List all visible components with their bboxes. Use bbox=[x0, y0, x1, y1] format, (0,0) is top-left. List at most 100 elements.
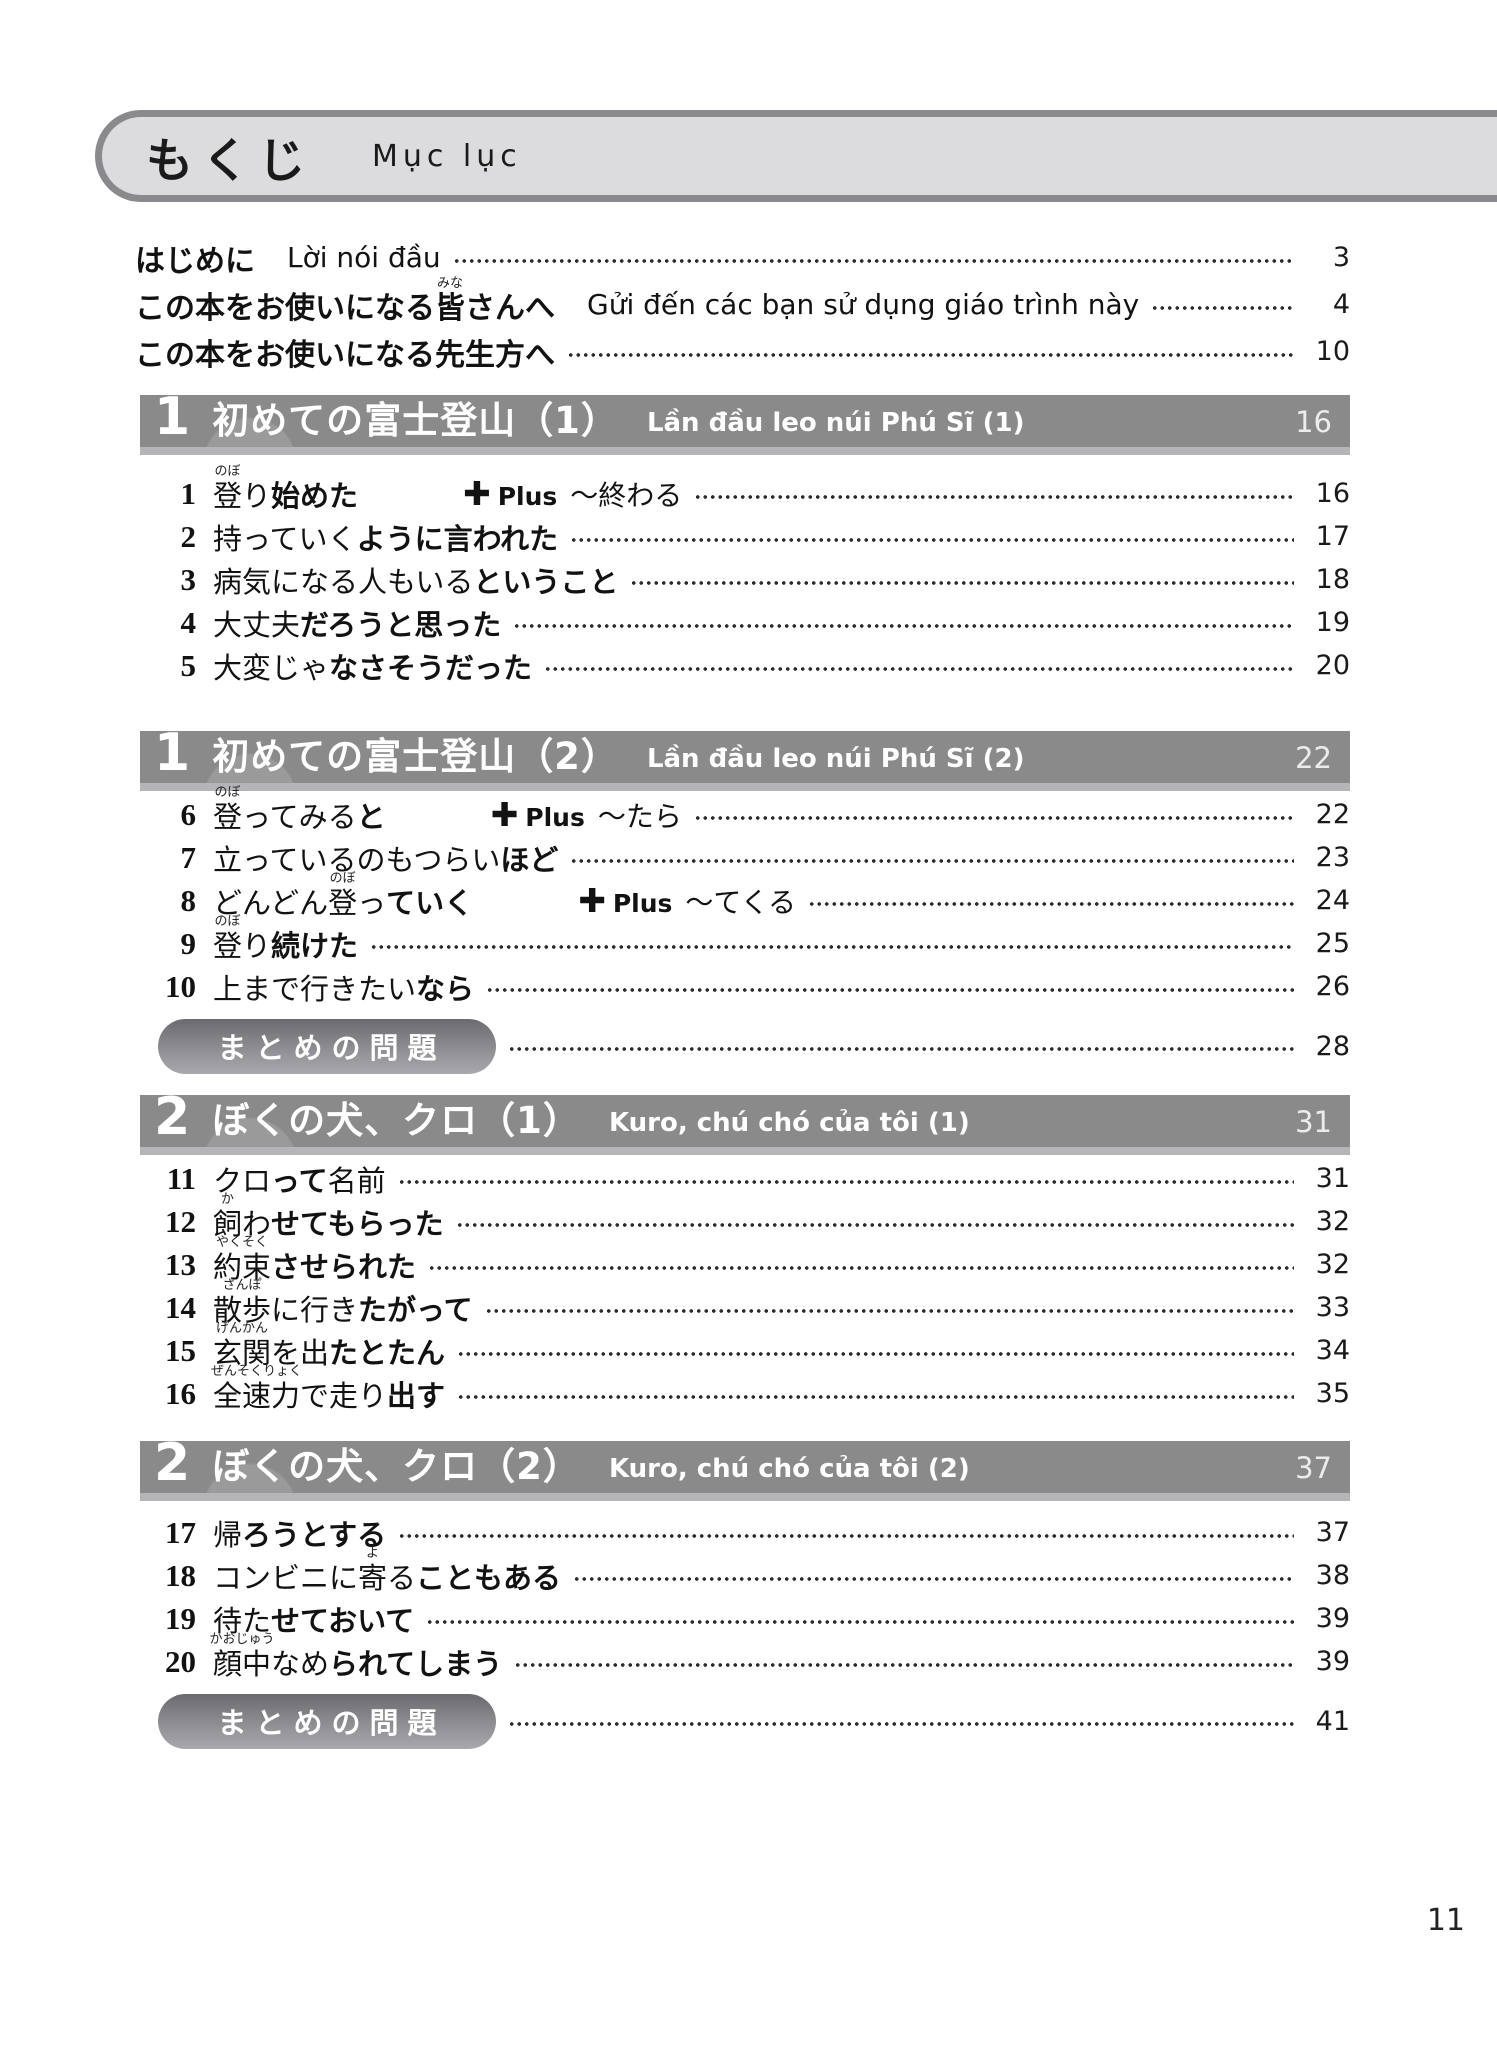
lesson-number: 4 bbox=[180, 604, 197, 640]
text-run: 飼か bbox=[213, 1191, 243, 1241]
furigana: やくそく bbox=[215, 1234, 269, 1250]
lesson-list: 1 登のぼ り始めた ✚ Plus ～終わる 16 2 持っていくように言われた 17 3 病気になる… bbox=[150, 465, 1351, 687]
text-run: に行き bbox=[271, 1292, 359, 1327]
dotted-leader bbox=[508, 1720, 1294, 1728]
dotted-leader bbox=[398, 1531, 1294, 1540]
unit-sections: 1 初はじ めての富ふ士じ登と山ざん （1） Lần đầu leo núi Phú S… bbox=[0, 381, 1497, 1750]
grammar-highlight-text: ということ bbox=[473, 564, 619, 599]
lesson-title: 登のぼ り始めた bbox=[213, 465, 359, 515]
lesson-number: 3 bbox=[180, 561, 197, 597]
lesson-number: 6 bbox=[180, 796, 197, 832]
dotted-leader bbox=[508, 1045, 1294, 1053]
lesson-title: 全速力 ぜんそくりょく で走り出す bbox=[211, 1365, 446, 1415]
page-ref: 19 bbox=[1315, 607, 1350, 638]
furigana: と bbox=[452, 717, 467, 733]
text-run: る bbox=[387, 1560, 417, 1595]
text-run: わ bbox=[242, 1206, 272, 1241]
page-ref: 16 bbox=[1315, 478, 1350, 509]
furigana: ざん bbox=[483, 381, 512, 397]
lesson-number: 7 bbox=[180, 839, 197, 875]
furigana: のぼ bbox=[214, 463, 241, 479]
page-header-bar: もくじ Mục lục bbox=[95, 110, 1497, 202]
furigana: じ bbox=[414, 717, 429, 733]
page-ref: 18 bbox=[1315, 564, 1350, 595]
lesson-row: 12 飼かわせてもらった 32 bbox=[150, 1191, 1350, 1243]
lesson-title: 登のぼ ってみると bbox=[213, 784, 386, 836]
dotted-leader bbox=[570, 535, 1294, 544]
furigana: のぼ bbox=[329, 870, 356, 886]
plus-grammar: ✚ Plus ～てくる bbox=[578, 881, 796, 921]
front-matter-row: この本をお使いになる皆 みな さんへ Gửi đến các bạn sử dụng … bbox=[135, 277, 1350, 328]
text-run: めての bbox=[250, 399, 365, 442]
lesson-list: 6 登のぼ ってみると ✚ Plus ～たら 22 7 立っているのもつらいほど 23 8 どんどん登… bbox=[150, 784, 1351, 1075]
furigana: ふ bbox=[376, 381, 391, 397]
page-ref: 31 bbox=[1315, 1163, 1350, 1194]
furigana: ふ bbox=[376, 717, 391, 733]
text-run: 立っているのもつらい bbox=[213, 842, 501, 877]
furigana: ぜんそくりょく bbox=[210, 1363, 303, 1379]
text-run: 名前 bbox=[327, 1163, 386, 1198]
furigana: はじ bbox=[217, 717, 246, 733]
text-run: どんどん bbox=[213, 885, 329, 920]
lesson-number: 12 bbox=[165, 1203, 196, 1239]
dotted-leader bbox=[484, 1306, 1294, 1315]
lesson-title: 病気になる人もいるということ bbox=[213, 559, 618, 601]
text-run: 登のぼ bbox=[213, 784, 243, 834]
plus-grammar-text: ～たら bbox=[597, 799, 682, 833]
lesson-row: 2 持っていくように言われた 17 bbox=[150, 515, 1351, 558]
lesson-number: 8 bbox=[180, 882, 197, 918]
text-run: り bbox=[242, 478, 272, 513]
lesson-row: 9 登のぼ り続けた 25 bbox=[150, 915, 1351, 965]
lesson-number: 11 bbox=[166, 1160, 196, 1196]
text-run: めての bbox=[250, 735, 365, 778]
page-ref: 20 bbox=[1315, 650, 1350, 681]
lesson-title: 飼かわせてもらった bbox=[213, 1191, 444, 1243]
grammar-highlight-text: なさそうだった bbox=[329, 650, 533, 685]
text-run: を出 bbox=[271, 1335, 330, 1370]
text-run: っ bbox=[357, 885, 387, 920]
dotted-leader bbox=[570, 856, 1294, 865]
lesson-number: 10 bbox=[165, 968, 196, 1004]
lesson-row: 20 顔中 かおじゅう なめられてしまう 39 bbox=[150, 1633, 1350, 1683]
page-ref: 22 bbox=[1315, 799, 1350, 830]
dotted-leader bbox=[513, 621, 1294, 630]
grammar-highlight-text: と bbox=[356, 799, 386, 834]
unit-title-jp: 初はじ めての富ふ士じ登と山ざん （2） bbox=[212, 718, 619, 778]
text-run: なめ bbox=[271, 1646, 330, 1681]
furigana: のぼ bbox=[214, 913, 241, 929]
page-ref: 4 bbox=[1332, 289, 1350, 320]
furigana: と bbox=[452, 381, 467, 397]
page-ref: 17 bbox=[1315, 521, 1350, 552]
dotted-leader bbox=[630, 578, 1294, 587]
unit-number: 2 bbox=[154, 1087, 191, 1147]
furigana: さんぽ bbox=[222, 1277, 262, 1293]
dotted-leader bbox=[1151, 303, 1294, 312]
dotted-leader bbox=[397, 1177, 1294, 1186]
page-ref: 38 bbox=[1315, 1560, 1350, 1591]
page-ref: 3 bbox=[1332, 242, 1350, 273]
text-run: 大変じゃ bbox=[213, 650, 330, 685]
dotted-leader bbox=[544, 664, 1294, 673]
unit-title-vn: Lần đầu leo núi Phú Sĩ (1) bbox=[646, 408, 1025, 438]
front-matter-list: はじめに Lời nói đầu 3 この本をお使いになる皆 みな さんへ Gửi đến … bbox=[135, 234, 1350, 375]
text-run: ってみる bbox=[242, 799, 357, 834]
grammar-highlight-text: 出す bbox=[387, 1378, 446, 1413]
lesson-title: 大変じゃなさそうだった bbox=[213, 645, 532, 687]
lesson-row: 3 病気になる人もいるということ 18 bbox=[150, 558, 1351, 601]
lesson-number: 14 bbox=[165, 1289, 196, 1325]
grammar-highlight-text: 始めた bbox=[271, 478, 359, 513]
page-ref: 23 bbox=[1315, 842, 1350, 873]
unit-title-jp: ぼくの犬、クロ（2） bbox=[212, 1448, 581, 1485]
unit-section: 2 ぼくの犬、クロ（1） Kuro, chú chó của tôi (1) 31 11… bbox=[0, 1091, 1497, 1415]
dotted-leader bbox=[808, 899, 1294, 908]
lesson-row: 15 玄関 げんかん を出たとたん 34 bbox=[150, 1322, 1350, 1372]
text-run: 初はじ bbox=[212, 381, 251, 442]
lesson-row: 18 コンビニに寄よることもある 38 bbox=[150, 1545, 1350, 1597]
text-run: 寄よ bbox=[358, 1545, 388, 1595]
unit-header-bar: 2 ぼくの犬、クロ（2） Kuro, chú chó của tôi (2) 37 bbox=[140, 1437, 1350, 1501]
text-run: 山ざん bbox=[478, 381, 517, 442]
plus-label: Plus bbox=[525, 802, 585, 832]
unit-section: 1 初はじ めての富ふ士じ登と山ざん （1） Lần đầu leo núi Phú S… bbox=[0, 381, 1497, 687]
summary-row: まとめの問題 28 bbox=[150, 1017, 1350, 1075]
unit-title-jp: ぼくの犬、クロ（1） bbox=[212, 1102, 581, 1139]
